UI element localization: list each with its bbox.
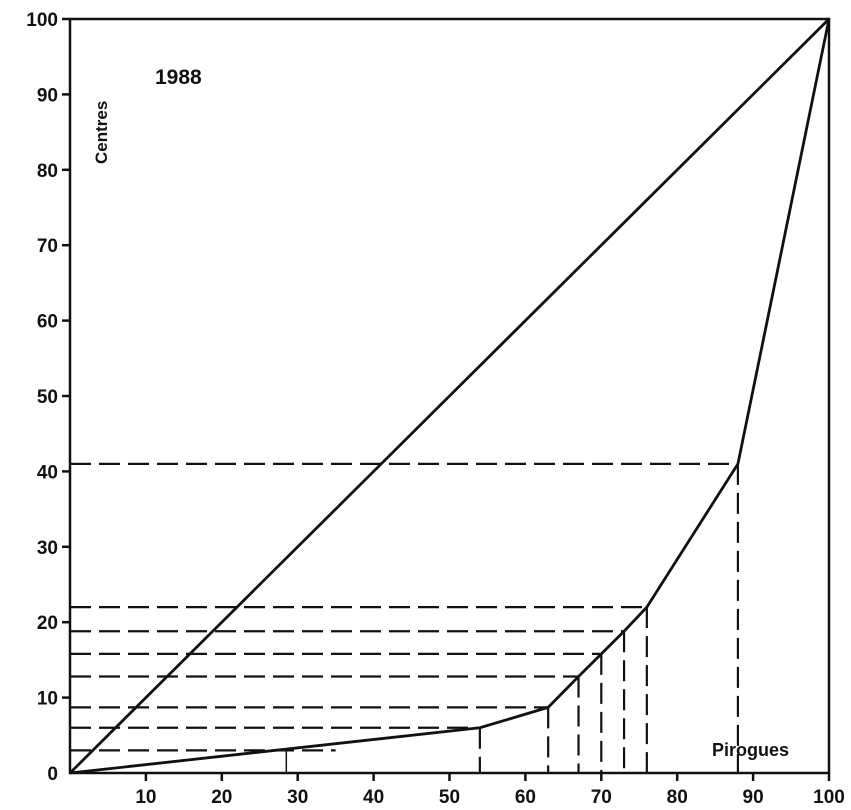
x-tick-label: 100: [813, 787, 845, 808]
x-tick-label: 40: [363, 787, 384, 808]
x-tick-label: 30: [287, 787, 308, 808]
y-tick-label: 50: [37, 387, 58, 408]
equality-diagonal-line: [69, 18, 830, 774]
y-tick-label: 40: [37, 462, 58, 483]
y-axis-label: Centres: [92, 101, 111, 164]
lorenz-curve-line: [69, 18, 831, 775]
year-annotation: 1988: [155, 66, 202, 89]
y-tick-label: 60: [37, 312, 58, 333]
x-tick-label: 10: [135, 787, 156, 808]
x-tick-label: 20: [211, 787, 232, 808]
x-tick-label: 50: [439, 787, 460, 808]
y-tick-label: 90: [37, 85, 58, 106]
x-tick-label: 70: [591, 787, 612, 808]
y-tick-label: 30: [37, 538, 58, 559]
x-tick-label: 90: [743, 787, 764, 808]
x-tick-label: 60: [515, 787, 536, 808]
x-axis-ticks: 10 20 30 40 50 60 70 80 90 100: [135, 773, 845, 808]
y-tick-label: 20: [37, 613, 58, 634]
chart-series: [69, 18, 831, 775]
y-tick-label: 70: [37, 236, 58, 257]
plot-frame: [68, 17, 831, 775]
y-axis-ticks: 0 10 20 30 40 50 60 70 80 90 100: [26, 10, 70, 785]
dashed-guide-lines: [70, 462, 740, 773]
y-tick-label: 80: [37, 161, 58, 182]
y-tick-label: 10: [37, 689, 58, 710]
x-axis-label: Pirogues: [712, 740, 789, 760]
y-tick-label: 0: [47, 764, 58, 785]
x-tick-label: 80: [667, 787, 688, 808]
y-tick-label: 100: [26, 10, 58, 31]
